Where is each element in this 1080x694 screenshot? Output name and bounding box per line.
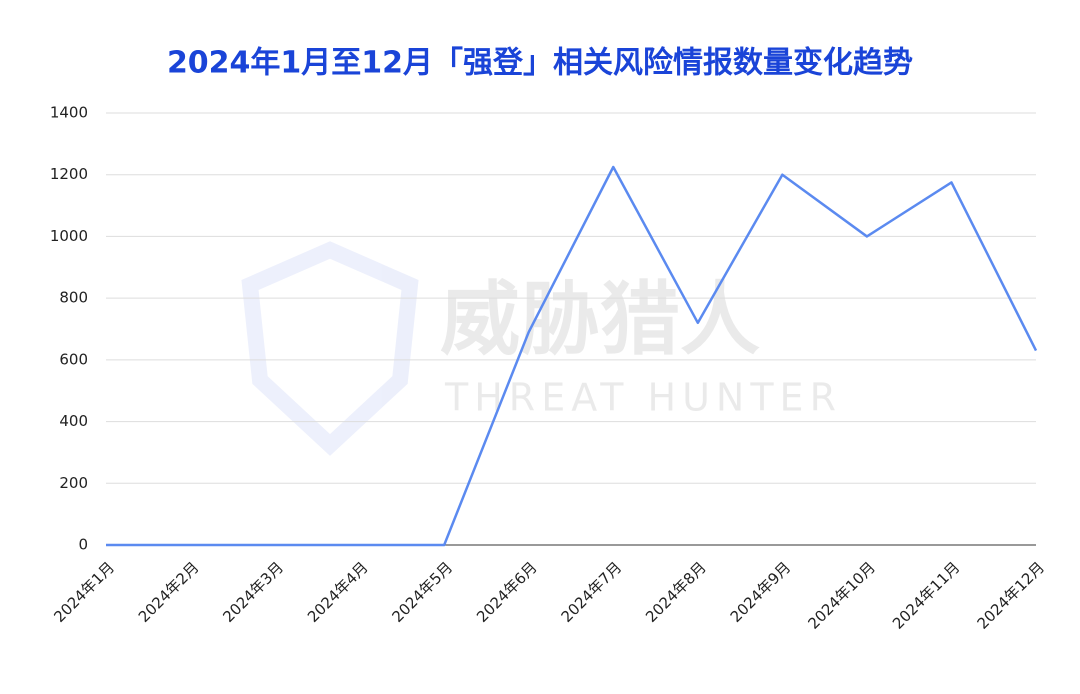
x-tick-label: 2024年8月: [642, 558, 710, 626]
watermark-logo: [241, 241, 419, 456]
x-tick-label: 2024年1月: [50, 558, 118, 626]
x-tick-label: 2024年6月: [473, 558, 541, 626]
x-tick-label: 2024年11月: [889, 558, 963, 632]
y-tick-label: 600: [59, 350, 88, 368]
chart-title: 2024年1月至12月「强登」相关风险情报数量变化趋势: [167, 46, 913, 81]
y-tick-label: 800: [59, 289, 88, 307]
x-tick-label: 2024年7月: [558, 558, 626, 626]
x-tick-label: 2024年4月: [304, 558, 372, 626]
y-tick-label: 200: [59, 474, 88, 492]
line: [106, 165, 1038, 547]
x-tick-label: 2024年5月: [389, 558, 457, 626]
y-tick-label: 400: [59, 412, 88, 430]
y-tick-label: 1200: [50, 165, 88, 183]
y-tick-label: 1000: [50, 227, 88, 245]
x-tick-label: 2024年12月: [974, 558, 1048, 632]
y-tick-label: 0: [78, 536, 88, 554]
watermark-text: 威胁猎人: [440, 273, 760, 366]
x-tick-label: 2024年9月: [727, 558, 795, 626]
watermark: 威胁猎人 THREAT HUNTER: [241, 241, 836, 456]
x-tick-label: 2024年10月: [804, 558, 878, 632]
y-tick-label: 1400: [50, 104, 88, 122]
x-tick-label: 2024年2月: [135, 558, 203, 626]
x-tick-label: 2024年3月: [219, 558, 287, 626]
